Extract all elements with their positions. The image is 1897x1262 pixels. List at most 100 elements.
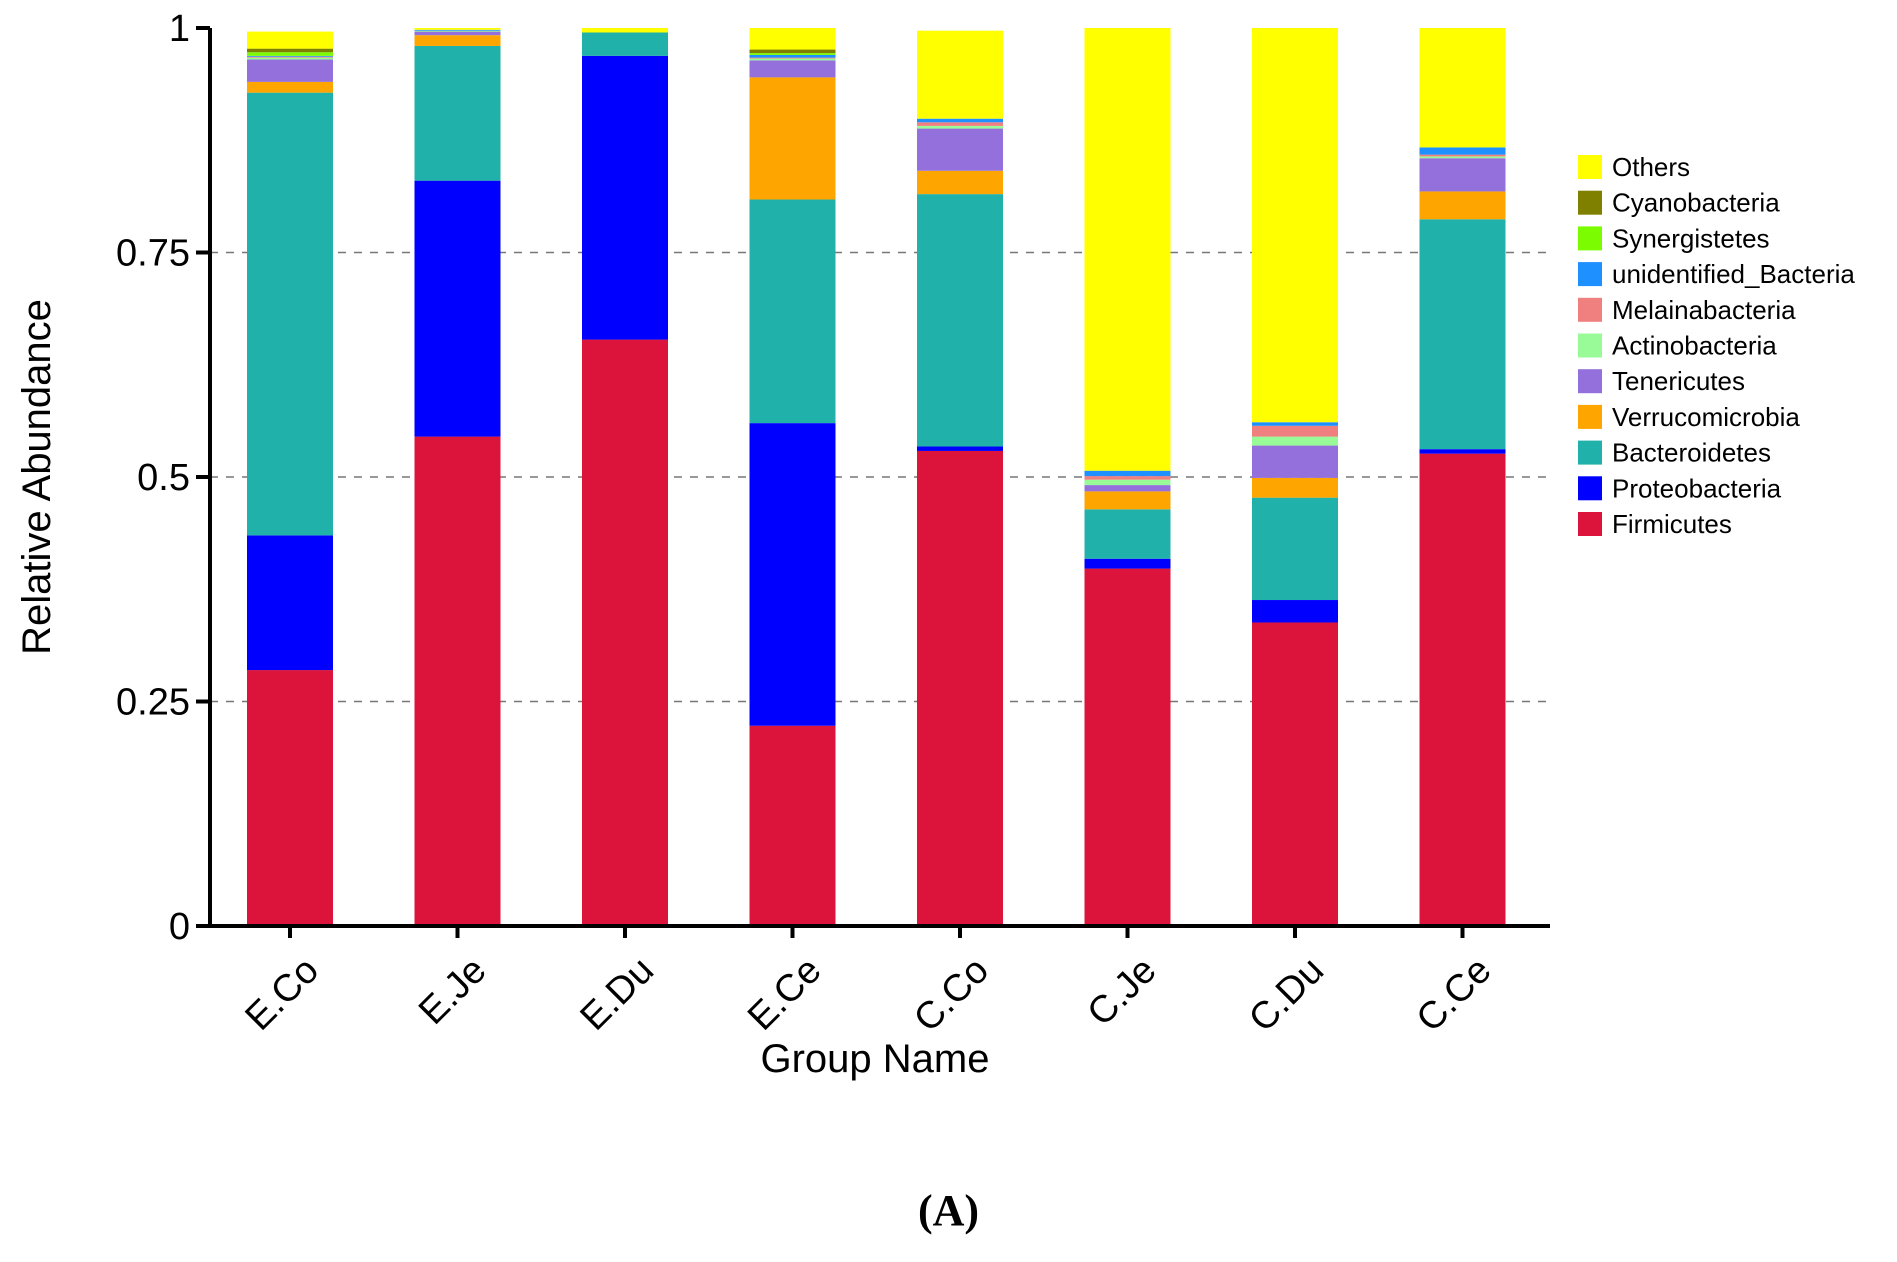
bar-C.Co-Bacteroidetes — [917, 194, 1003, 447]
bar-C.Co-Actinobacteria — [917, 125, 1003, 129]
bar-C.Du-Bacteroidetes — [1252, 497, 1338, 601]
bar-C.Du-Firmicutes — [1252, 622, 1338, 926]
bar-E.Co-Melainabacteria — [247, 56, 333, 58]
bar-E.Co-Actinobacteria — [247, 57, 333, 60]
bar-E.Ce-Actinobacteria — [749, 58, 836, 61]
legend-swatch-unidentified_Bacteria — [1578, 262, 1602, 287]
x-tick-label-4: C.Co — [906, 949, 997, 1040]
bar-C.Je-Tenericutes — [1084, 485, 1171, 492]
bar-C.Ce-Bacteroidetes — [1419, 219, 1506, 450]
x-tick-label-7: C.Ce — [1409, 949, 1500, 1040]
bar-E.Ce-Bacteroidetes — [749, 199, 836, 424]
legend-swatch-Firmicutes — [1578, 512, 1602, 536]
legend-swatch-Verrucomicrobia — [1578, 404, 1602, 429]
bar-C.Ce-Melainabacteria — [1419, 154, 1506, 157]
bar-E.Ce-Melainabacteria — [749, 57, 836, 59]
y-tick-label-4: 1 — [169, 8, 190, 50]
x-tick-label-6: C.Du — [1241, 949, 1332, 1040]
legend-swatch-Others — [1578, 155, 1602, 179]
bar-E.Ce-Tenericutes — [749, 60, 836, 78]
grid-lines — [210, 251, 1550, 703]
bar-E.Je-Tenericutes — [414, 31, 501, 36]
x-tick-label-3: E.Ce — [740, 949, 829, 1038]
bar-E.Co-Verrucomicrobia — [247, 81, 333, 93]
bar-C.Co-unidentified_Bacteria — [917, 118, 1003, 123]
legend-label-Actinobacteria: Actinobacteria — [1612, 331, 1777, 361]
bar-E.Co-Synergistetes — [247, 52, 333, 56]
bar-E.Co-Tenericutes — [247, 59, 333, 82]
bar-E.Je-Others — [414, 28, 501, 30]
legend-label-Synergistetes: Synergistetes — [1612, 223, 1770, 253]
bar-E.Je-unidentified_Bacteria — [414, 29, 501, 31]
bar-E.Du-Others — [582, 28, 668, 33]
bar-E.Du-Proteobacteria — [582, 55, 668, 340]
bar-C.Ce-Tenericutes — [1419, 158, 1506, 192]
legend-swatch-Cyanobacteria — [1578, 190, 1602, 215]
legend: Others Cyanobacteria Synergistetes unidenti… — [1578, 152, 1855, 539]
bar-C.Je-Melainabacteria — [1084, 476, 1171, 480]
bar-E.Ce-Firmicutes — [749, 725, 836, 926]
bar-E.Co-Proteobacteria — [247, 535, 333, 671]
bar-E.Co-Bacteroidetes — [247, 92, 333, 536]
legend-label-Others: Others — [1612, 152, 1690, 182]
x-tick-label-1: E.Je — [411, 949, 494, 1032]
bar-E.Ce-unidentified_Bacteria — [749, 54, 836, 58]
bar-C.Co-Firmicutes — [917, 450, 1003, 926]
bar-C.Du-Actinobacteria — [1252, 436, 1338, 446]
legend-swatch-Tenericutes — [1578, 369, 1602, 394]
legend-label-Verrucomicrobia: Verrucomicrobia — [1612, 402, 1800, 432]
bar-E.Je-Proteobacteria — [414, 180, 501, 437]
legend-label-Firmicutes: Firmicutes — [1612, 509, 1732, 539]
bar-C.Co-Tenericutes — [917, 128, 1003, 171]
legend-label-Cyanobacteria: Cyanobacteria — [1612, 188, 1780, 218]
y-tick-label-1: 0.25 — [116, 682, 190, 724]
bar-E.Co-Others — [247, 31, 333, 49]
bar-E.Ce-Others — [749, 28, 836, 50]
legend-label-unidentified_Bacteria: unidentified_Bacteria — [1612, 259, 1855, 289]
legend-label-Proteobacteria: Proteobacteria — [1612, 473, 1782, 503]
legend-swatch-Proteobacteria — [1578, 476, 1602, 501]
bar-C.Je-unidentified_Bacteria — [1084, 470, 1171, 477]
bar-C.Du-unidentified_Bacteria — [1252, 422, 1338, 426]
legend-label-Melainabacteria: Melainabacteria — [1612, 295, 1796, 325]
bar-C.Co-Verrucomicrobia — [917, 170, 1003, 195]
bar-C.Je-Firmicutes — [1084, 568, 1171, 926]
bar-E.Je-Verrucomicrobia — [414, 35, 501, 46]
bar-E.Je-Firmicutes — [414, 436, 501, 926]
x-ticks: E.Co E.Je E.Du E.Ce C.Co C.Je C.Du C.Ce — [238, 926, 1500, 1040]
legend-label-Bacteroidetes: Bacteroidetes — [1612, 438, 1771, 468]
bar-C.Je-Bacteroidetes — [1084, 509, 1171, 559]
bar-E.Co-unidentified_Bacteria — [247, 55, 333, 57]
bar-C.Du-Others — [1252, 28, 1338, 423]
bar-C.Co-Others — [917, 30, 1003, 119]
bar-C.Co-Melainabacteria — [917, 122, 1003, 126]
bar-E.Je-Actinobacteria — [414, 30, 501, 32]
legend-label-Tenericutes: Tenericutes — [1612, 366, 1745, 396]
bar-E.Co-Firmicutes — [247, 670, 333, 926]
bar-E.Ce-Cyanobacteria — [749, 49, 836, 54]
y-tick-label-2: 0.5 — [137, 457, 190, 499]
x-tick-label-5: C.Je — [1080, 949, 1165, 1034]
y-axis-title: Relative Abundance — [15, 299, 59, 655]
bar-C.Ce-Proteobacteria — [1419, 449, 1506, 454]
y-tick-label-0: 0 — [169, 906, 190, 948]
legend-swatch-Actinobacteria — [1578, 333, 1602, 358]
bars — [247, 28, 1506, 927]
bar-C.Je-Actinobacteria — [1084, 479, 1171, 486]
bar-E.Je-Bacteroidetes — [414, 45, 501, 181]
bar-C.Je-Proteobacteria — [1084, 558, 1171, 569]
bar-C.Du-Verrucomicrobia — [1252, 477, 1338, 498]
bar-C.Du-Proteobacteria — [1252, 600, 1338, 623]
bar-C.Ce-Firmicutes — [1419, 453, 1506, 926]
bar-C.Ce-Others — [1419, 28, 1506, 148]
x-tick-label-0: E.Co — [238, 949, 327, 1038]
bar-E.Du-Firmicutes — [582, 339, 668, 927]
legend-swatch-Bacteroidetes — [1578, 440, 1602, 465]
x-tick-label-2: E.Du — [573, 949, 662, 1038]
bar-C.Je-Verrucomicrobia — [1084, 491, 1171, 510]
bar-E.Co-Cyanobacteria — [247, 48, 333, 53]
bar-C.Ce-Actinobacteria — [1419, 156, 1506, 159]
bar-C.Du-Melainabacteria — [1252, 425, 1338, 437]
y-tick-label-3: 0.75 — [116, 233, 190, 275]
